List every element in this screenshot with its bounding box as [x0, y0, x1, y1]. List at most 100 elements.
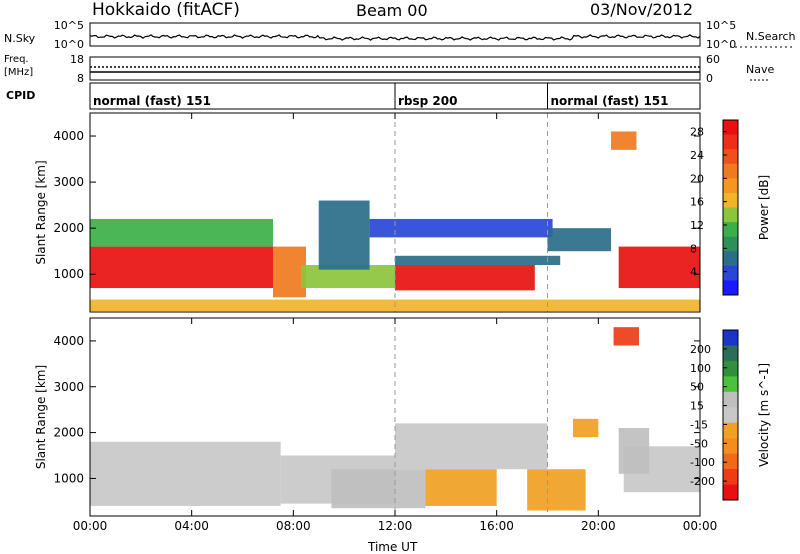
noise-left-tick: 10^0 — [54, 38, 84, 51]
noise-panel-frame — [89, 22, 701, 47]
velocity-colorbar-tick-label: 50 — [690, 381, 704, 394]
velocity-echo-region — [425, 469, 497, 506]
power-colorbar-cell — [723, 178, 738, 194]
power-colorbar-tick-label: 20 — [690, 172, 704, 185]
date-title: 03/Nov/2012 — [590, 0, 694, 19]
power-ytick-label: 2000 — [53, 221, 84, 235]
velocity-echo-region — [395, 423, 548, 470]
power-echo-region — [273, 246, 307, 298]
x-axis-label: Time UT — [368, 540, 418, 554]
velocity-ytick-label: 1000 — [53, 471, 84, 485]
velocity-colorbar-cell — [723, 407, 738, 424]
velocity-ytick-label: 2000 — [53, 426, 84, 440]
velocity-echo-region — [618, 428, 650, 474]
power-colorbar-tick-label: 16 — [690, 196, 704, 209]
power-colorbar-label: Power [dB] — [757, 175, 771, 240]
power-echo-region — [618, 246, 700, 289]
x-tick-label: 20:00 — [581, 519, 616, 533]
noise-sky-line — [89, 34, 701, 41]
power-echo-region — [395, 265, 535, 291]
power-echo-region — [90, 218, 273, 247]
power-colorbar-cell — [723, 149, 738, 165]
velocity-colorbar-tick-label: 100 — [690, 362, 711, 375]
power-echo-region — [300, 265, 395, 289]
freq-label: Freq. — [4, 54, 29, 65]
freq-right-tick: 0 — [706, 72, 713, 85]
noise-right-tick: 10^0 — [706, 38, 736, 51]
nave-label: Nave — [746, 63, 775, 76]
power-colorbar-cell — [723, 280, 738, 296]
velocity-colorbar-tick-label: 15 — [690, 400, 704, 413]
power-colorbar-cell — [723, 236, 738, 252]
power-colorbar-tick-label: 28 — [690, 126, 704, 139]
power-echo-region — [369, 218, 553, 238]
velocity-echo-region — [90, 441, 281, 506]
velocity-colorbar-tick-label: -100 — [690, 456, 715, 469]
cpid-segment-label: normal (fast) 151 — [93, 94, 211, 108]
velocity-colorbar-cell — [723, 345, 738, 362]
power-ytick-label: 4000 — [53, 129, 84, 143]
power-echo-region — [611, 131, 637, 150]
x-tick-label: 04:00 — [174, 519, 209, 533]
velocity-colorbar-label: Velocity [m s^-1] — [757, 363, 771, 467]
station-title: Hokkaido (fitACF) — [92, 0, 240, 20]
nsky-label: N.Sky — [4, 32, 36, 45]
velocity-colorbar-cell — [723, 422, 738, 439]
velocity-colorbar-cell — [723, 330, 738, 346]
power-colorbar-cell — [723, 120, 738, 136]
velocity-colorbar-cell — [723, 391, 738, 408]
freq-unit-label: [MHz] — [4, 67, 34, 78]
velocity-ytick-label: 3000 — [53, 380, 84, 394]
x-tick-label: 12:00 — [378, 519, 413, 533]
noise-left-tick: 10^5 — [54, 19, 84, 32]
velocity-colorbar-cell — [723, 438, 738, 455]
power-echo-region — [547, 228, 612, 252]
cpid-label: CPID — [6, 89, 36, 102]
power-colorbar-tick-label: 4 — [690, 266, 697, 279]
freq-panel-frame — [89, 56, 701, 81]
noise-right-tick: 10^5 — [706, 19, 736, 32]
x-tick-label: 08:00 — [276, 519, 311, 533]
velocity-colorbar-cell — [723, 360, 738, 377]
power-colorbar-frame — [722, 119, 739, 296]
cpid-segment-label: rbsp 200 — [398, 94, 457, 108]
power-ytick-label: 1000 — [53, 267, 84, 281]
power-colorbar-cell — [723, 134, 738, 150]
velocity-colorbar-frame — [722, 329, 739, 501]
velocity-colorbar-cell — [723, 453, 738, 470]
freq-left-tick: 18 — [70, 53, 84, 66]
power-echo-region — [90, 246, 273, 289]
power-y-axis-label: Slant Range [km] — [34, 160, 48, 264]
velocity-colorbar-tick-label: -200 — [690, 475, 715, 488]
power-colorbar-cell — [723, 207, 738, 223]
velocity-y-axis-label: Slant Range [km] — [34, 365, 48, 469]
power-ytick-label: 3000 — [53, 175, 84, 189]
power-colorbar-cell — [723, 251, 738, 267]
velocity-colorbar-tick-label: -15 — [690, 418, 708, 431]
freq-right-tick: 60 — [706, 53, 720, 66]
velocity-colorbar-cell — [723, 376, 738, 393]
power-colorbar-cell — [723, 265, 738, 281]
velocity-colorbar-cell — [723, 469, 738, 486]
velocity-echo-region — [331, 469, 426, 509]
x-tick-label: 00:00 — [73, 519, 108, 533]
cpid-segment-label: normal (fast) 151 — [551, 94, 669, 108]
velocity-colorbar-tick-label: -50 — [690, 437, 708, 450]
x-tick-label: 16:00 — [479, 519, 514, 533]
x-tick-label: 00:00 — [683, 519, 718, 533]
beam-title: Beam 00 — [356, 1, 428, 20]
power-colorbar-cell — [723, 163, 738, 179]
velocity-echo-region — [527, 469, 586, 511]
power-echo-region — [318, 200, 370, 270]
nsearch-label: N.Search — [746, 30, 796, 43]
power-colorbar-tick-label: 12 — [690, 219, 704, 232]
velocity-ytick-label: 4000 — [53, 334, 84, 348]
velocity-echo-region — [613, 327, 639, 346]
power-echo-region — [395, 255, 561, 266]
power-colorbar-cell — [723, 222, 738, 238]
power-colorbar-tick-label: 24 — [690, 149, 704, 162]
velocity-colorbar-cell — [723, 484, 738, 501]
velocity-echo-region — [572, 418, 599, 438]
freq-left-tick: 8 — [77, 72, 84, 85]
